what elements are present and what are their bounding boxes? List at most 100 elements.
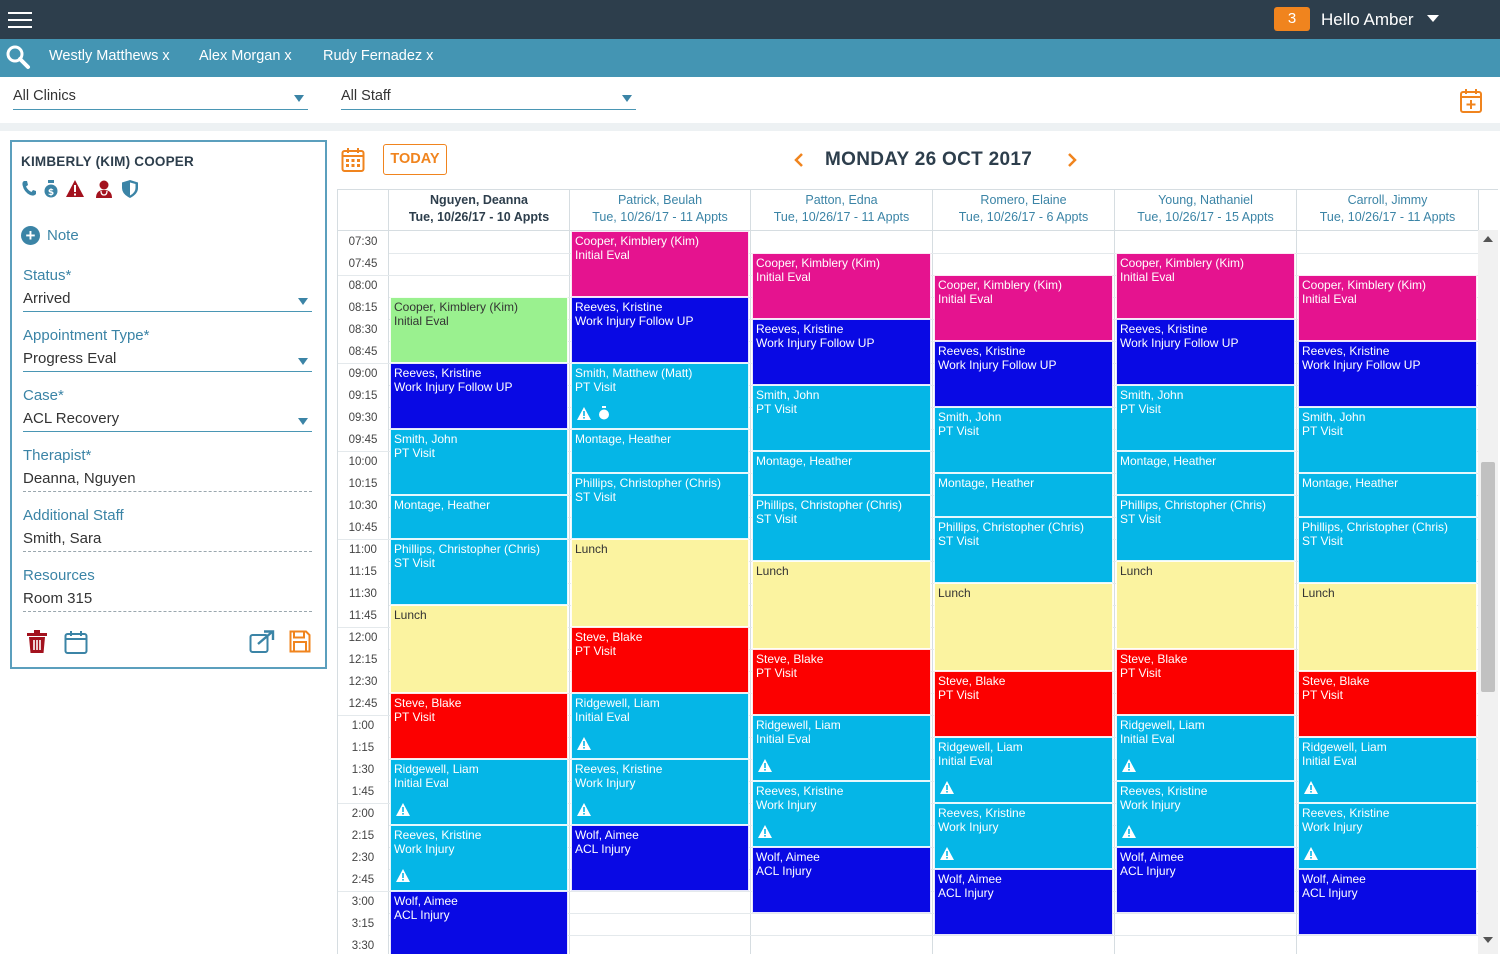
appointment-block[interactable]: Phillips, Christopher (Chris) ST Visit (934, 517, 1113, 583)
phone-icon[interactable] (21, 180, 37, 202)
appointment-block[interactable]: Cooper, Kimblery (Kim) Initial Eval (571, 231, 749, 297)
scroll-down-icon[interactable] (1483, 937, 1493, 943)
calendar-scrollbar[interactable] (1478, 230, 1498, 954)
menu-icon[interactable] (8, 12, 32, 28)
appointment-block[interactable]: Steve, Blake PT Visit (1298, 671, 1477, 737)
patient-tab-rudy-fernadez[interactable]: Rudy Fernadez x (323, 48, 434, 64)
appointment-block[interactable]: Ridgewell, Liam Initial Eval (1298, 737, 1477, 803)
appointment-block[interactable]: Smith, Matthew (Matt) PT Visit (571, 363, 749, 429)
money-icon[interactable]: $ (43, 180, 59, 203)
appointment-block[interactable]: Smith, John PT Visit (390, 429, 568, 495)
clinic-select[interactable]: All Clinics (13, 88, 308, 110)
appointment-block[interactable]: Reeves, Kristine Work Injury Follow UP (390, 363, 568, 429)
appointment-block[interactable]: Montage, Heather (390, 495, 568, 539)
appointment-block[interactable]: Smith, John PT Visit (934, 407, 1113, 473)
lunch-block[interactable]: Lunch (1298, 583, 1477, 671)
calendar-add-icon[interactable] (1459, 88, 1483, 114)
appointment-block[interactable]: Ridgewell, Liam Initial Eval (752, 715, 931, 781)
lunch-block[interactable]: Lunch (934, 583, 1113, 671)
staff-column-header[interactable]: Nguyen, Deanna Tue, 10/26/17 - 10 Appts (389, 190, 570, 231)
appointment-block[interactable]: Ridgewell, Liam Initial Eval (571, 693, 749, 759)
appointment-block[interactable]: Cooper, Kimblery (Kim) Initial Eval (1116, 253, 1295, 319)
appointment-block[interactable]: Ridgewell, Liam Initial Eval (1116, 715, 1295, 781)
appointment-block[interactable]: Ridgewell, Liam Initial Eval (390, 759, 568, 825)
appointment-block[interactable]: Steve, Blake PT Visit (1116, 649, 1295, 715)
patient-tab-alex-morgan[interactable]: Alex Morgan x (199, 48, 292, 64)
warning-icon[interactable] (66, 180, 84, 202)
case-select[interactable]: ACL Recovery (23, 410, 312, 432)
appointment-block[interactable]: Phillips, Christopher (Chris) ST Visit (1116, 495, 1295, 561)
appointment-block[interactable]: Wolf, Aimee ACL Injury (934, 869, 1113, 935)
appointment-block[interactable]: Steve, Blake PT Visit (752, 649, 931, 715)
appointment-block[interactable]: Wolf, Aimee ACL Injury (1116, 847, 1295, 913)
appointment-block[interactable]: Reeves, Kristine Work Injury Follow UP (934, 341, 1113, 407)
appointment-block[interactable]: Smith, John PT Visit (1116, 385, 1295, 451)
appointment-block[interactable]: Reeves, Kristine Work Injury Follow UP (1116, 319, 1295, 385)
appointment-block[interactable]: Reeves, Kristine Work Injury (1298, 803, 1477, 869)
appointment-block[interactable]: Phillips, Christopher (Chris) ST Visit (390, 539, 568, 605)
appointment-block[interactable]: Phillips, Christopher (Chris) ST Visit (1298, 517, 1477, 583)
appointment-block[interactable]: Smith, John PT Visit (752, 385, 931, 451)
status-select[interactable]: Arrived (23, 290, 312, 312)
doctor-icon[interactable] (95, 180, 113, 203)
appointment-block[interactable]: Reeves, Kristine Work Injury (571, 759, 749, 825)
additional-staff-field[interactable]: Smith, Sara (23, 530, 312, 552)
appointment-block[interactable]: Phillips, Christopher (Chris) ST Visit (571, 473, 749, 539)
appointment-block[interactable]: Ridgewell, Liam Initial Eval (934, 737, 1113, 803)
appointment-block[interactable]: Smith, John PT Visit (1298, 407, 1477, 473)
appointment-block[interactable]: Wolf, Aimee ACL Injury (571, 825, 749, 891)
scroll-up-icon[interactable] (1483, 236, 1493, 242)
appointment-block[interactable]: Montage, Heather (1116, 451, 1295, 495)
appointment-block[interactable]: Phillips, Christopher (Chris) ST Visit (752, 495, 931, 561)
appointment-block[interactable]: Cooper, Kimblery (Kim) Initial Eval (390, 297, 568, 363)
appointment-block[interactable]: Reeves, Kristine Work Injury Follow UP (1298, 341, 1477, 407)
appointment-block[interactable]: Steve, Blake PT Visit (571, 627, 749, 693)
appointment-block[interactable]: Reeves, Kristine Work Injury (390, 825, 568, 891)
appointment-block[interactable]: Cooper, Kimblery (Kim) Initial Eval (1298, 275, 1477, 341)
resources-field[interactable]: Room 315 (23, 590, 312, 612)
appointment-block[interactable]: Montage, Heather (934, 473, 1113, 517)
appointment-block[interactable]: Steve, Blake PT Visit (390, 693, 568, 759)
staff-select[interactable]: All Staff (341, 88, 636, 110)
appointment-block[interactable]: Montage, Heather (752, 451, 931, 495)
scroll-thumb[interactable] (1481, 462, 1495, 692)
lunch-block[interactable]: Lunch (752, 561, 931, 649)
user-menu-caret-icon[interactable] (1427, 15, 1439, 22)
prev-day-button[interactable] (794, 152, 804, 173)
calendar-icon[interactable] (64, 630, 88, 660)
staff-column-header[interactable]: Carroll, Jimmy Tue, 10/26/17 - 11 Appts (1297, 190, 1479, 231)
save-icon[interactable] (289, 630, 311, 658)
lunch-block[interactable]: Lunch (571, 539, 749, 627)
appointment-block[interactable]: Wolf, Aimee ACL Injury (752, 847, 931, 913)
appointment-block[interactable]: Cooper, Kimblery (Kim) Initial Eval (934, 275, 1113, 341)
trash-icon[interactable] (26, 630, 48, 659)
lunch-block[interactable]: Lunch (390, 605, 568, 693)
calendar-icon[interactable] (341, 147, 365, 173)
appointment-block[interactable]: Wolf, Aimee ACL Injury (1298, 869, 1477, 935)
appointment-type-select[interactable]: Progress Eval (23, 350, 312, 372)
staff-column-header[interactable]: Patrick, Beulah Tue, 10/26/17 - 11 Appts (570, 190, 751, 231)
therapist-field[interactable]: Deanna, Nguyen (23, 470, 312, 492)
next-day-button[interactable] (1067, 152, 1077, 173)
appointment-block[interactable]: Montage, Heather (1298, 473, 1477, 517)
appointment-block[interactable]: Reeves, Kristine Work Injury (752, 781, 931, 847)
user-greeting[interactable]: Hello Amber (1321, 10, 1414, 29)
shield-icon[interactable] (122, 180, 138, 203)
appointment-block[interactable]: Steve, Blake PT Visit (934, 671, 1113, 737)
notification-badge[interactable]: 3 (1274, 7, 1310, 31)
today-button[interactable]: TODAY (383, 144, 447, 175)
appointment-block[interactable]: Cooper, Kimblery (Kim) Initial Eval (752, 253, 931, 319)
external-link-icon[interactable] (249, 630, 275, 659)
appointment-block[interactable]: Reeves, Kristine Work Injury Follow UP (571, 297, 749, 363)
appointment-block[interactable]: Reeves, Kristine Work Injury Follow UP (752, 319, 931, 385)
staff-column-header[interactable]: Young, Nathaniel Tue, 10/26/17 - 15 Appts (1115, 190, 1297, 231)
appointment-block[interactable]: Wolf, Aimee ACL Injury (390, 891, 568, 954)
appointment-block[interactable]: Reeves, Kristine Work Injury (934, 803, 1113, 869)
appointment-block[interactable]: Montage, Heather (571, 429, 749, 473)
lunch-block[interactable]: Lunch (1116, 561, 1295, 649)
appointment-block[interactable]: Reeves, Kristine Work Injury (1116, 781, 1295, 847)
patient-tab-westly-matthews[interactable]: Westly Matthews x (49, 48, 170, 64)
staff-column-header[interactable]: Patton, Edna Tue, 10/26/17 - 11 Appts (751, 190, 933, 231)
search-icon[interactable] (5, 44, 31, 70)
staff-column-header[interactable]: Romero, Elaine Tue, 10/26/17 - 6 Appts (933, 190, 1115, 231)
